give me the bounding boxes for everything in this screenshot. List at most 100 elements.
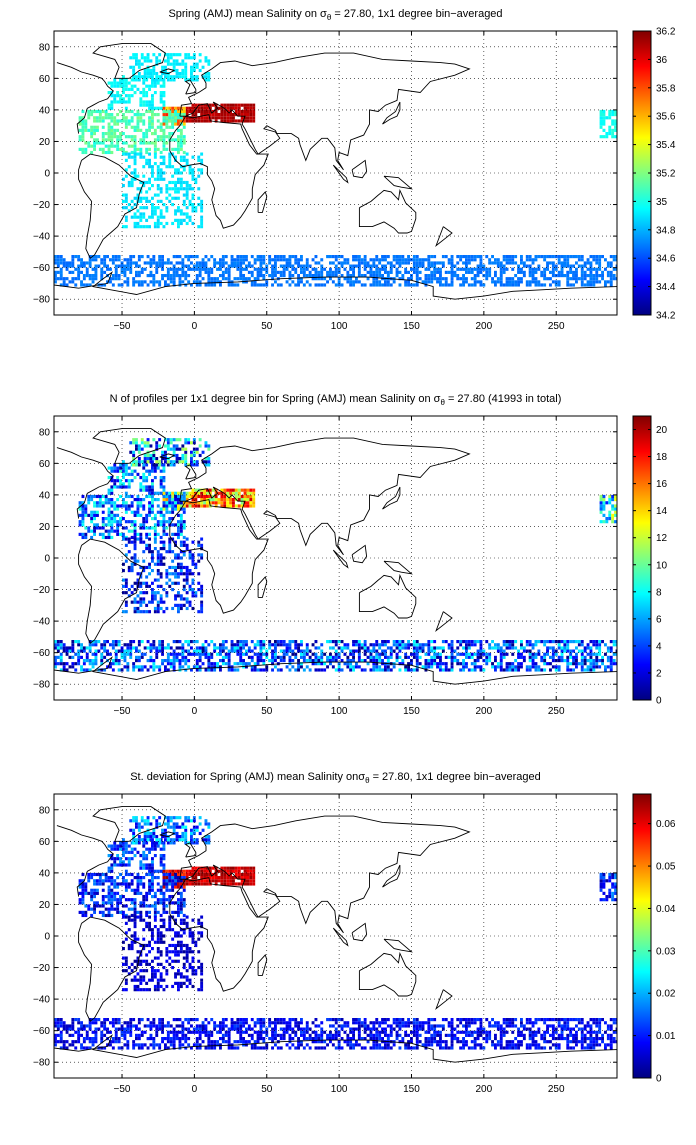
data-cell bbox=[193, 56, 196, 59]
data-cell bbox=[558, 258, 561, 261]
data-cell bbox=[529, 659, 532, 662]
data-cell bbox=[529, 265, 532, 268]
data-cell bbox=[171, 533, 174, 536]
data-cell bbox=[474, 640, 477, 643]
data-cell bbox=[174, 604, 177, 607]
data-cell bbox=[125, 85, 128, 88]
data-cell bbox=[416, 274, 419, 277]
data-cell bbox=[180, 594, 183, 597]
data-cell bbox=[102, 889, 105, 892]
data-cell bbox=[509, 640, 512, 643]
data-cell bbox=[139, 216, 142, 219]
data-cell bbox=[155, 78, 158, 81]
data-cell bbox=[79, 116, 82, 119]
data-cell bbox=[137, 119, 140, 122]
data-cell bbox=[125, 135, 128, 138]
data-cell bbox=[341, 646, 344, 649]
data-cell bbox=[187, 665, 190, 668]
data-cell bbox=[165, 184, 168, 187]
data-cell bbox=[323, 668, 326, 671]
data-cell bbox=[137, 610, 140, 613]
data-cell bbox=[488, 271, 491, 274]
data-cell bbox=[186, 162, 189, 165]
data-cell bbox=[154, 594, 157, 597]
data-cell bbox=[122, 141, 125, 144]
data-cell bbox=[320, 659, 323, 662]
data-cell bbox=[535, 277, 538, 280]
data-cell bbox=[151, 209, 154, 212]
data-cell bbox=[200, 870, 203, 873]
data-cell bbox=[274, 656, 277, 659]
data-cell bbox=[361, 283, 364, 286]
data-cell bbox=[595, 277, 598, 280]
data-cell bbox=[384, 258, 387, 261]
data-cell bbox=[119, 873, 122, 876]
data-cell bbox=[294, 656, 297, 659]
data-cell bbox=[144, 56, 147, 59]
data-cell bbox=[225, 271, 228, 274]
data-cell bbox=[192, 194, 195, 197]
data-cell bbox=[134, 904, 137, 907]
data-cell bbox=[436, 646, 439, 649]
data-cell bbox=[600, 520, 603, 523]
data-cell bbox=[126, 283, 129, 286]
data-cell bbox=[226, 504, 229, 507]
data-cell bbox=[399, 261, 402, 264]
data-cell bbox=[151, 485, 154, 488]
data-cell bbox=[283, 656, 286, 659]
data-cell bbox=[160, 126, 163, 129]
data-cell bbox=[93, 879, 96, 882]
data-cell bbox=[69, 265, 72, 268]
data-cell bbox=[82, 132, 85, 135]
data-cell bbox=[271, 274, 274, 277]
data-cell bbox=[422, 261, 425, 264]
data-cell bbox=[87, 495, 90, 498]
data-cell bbox=[144, 261, 147, 264]
data-cell bbox=[128, 100, 131, 103]
data-cell bbox=[242, 646, 245, 649]
data-cell bbox=[212, 116, 215, 119]
data-cell bbox=[289, 656, 292, 659]
data-cell bbox=[537, 255, 540, 258]
data-cell bbox=[125, 526, 128, 529]
data-cell bbox=[462, 268, 465, 271]
data-cell bbox=[575, 261, 578, 264]
data-cell bbox=[238, 113, 241, 116]
data-cell bbox=[80, 656, 83, 659]
data-cell bbox=[303, 668, 306, 671]
data-cell bbox=[171, 870, 174, 873]
data-cell bbox=[183, 141, 186, 144]
data-cell bbox=[95, 255, 98, 258]
data-cell bbox=[135, 271, 138, 274]
data-cell bbox=[158, 640, 161, 643]
data-cell bbox=[57, 255, 60, 258]
data-cell bbox=[106, 255, 109, 258]
data-cell bbox=[125, 591, 128, 594]
data-cell bbox=[157, 187, 160, 190]
data-cell bbox=[346, 646, 349, 649]
data-cell bbox=[335, 258, 338, 261]
data-cell bbox=[262, 255, 265, 258]
data-cell bbox=[355, 265, 358, 268]
data-cell bbox=[611, 517, 614, 520]
colorbar-tick-label: 35.4 bbox=[656, 140, 676, 151]
data-cell bbox=[390, 653, 393, 656]
data-cell bbox=[160, 485, 163, 488]
data-cell bbox=[113, 82, 116, 85]
data-cell bbox=[142, 597, 145, 600]
data-cell bbox=[86, 261, 89, 264]
data-cell bbox=[139, 533, 142, 536]
data-cell bbox=[155, 653, 158, 656]
data-cell bbox=[196, 78, 199, 81]
data-cell bbox=[152, 258, 155, 261]
data-cell bbox=[535, 283, 538, 286]
data-cell bbox=[194, 882, 197, 885]
data-cell bbox=[99, 904, 102, 907]
data-cell bbox=[137, 473, 140, 476]
data-cell bbox=[194, 876, 197, 879]
data-cell bbox=[320, 668, 323, 671]
data-cell bbox=[247, 498, 250, 501]
data-cell bbox=[126, 653, 129, 656]
data-cell bbox=[190, 66, 193, 69]
data-cell bbox=[244, 492, 247, 495]
